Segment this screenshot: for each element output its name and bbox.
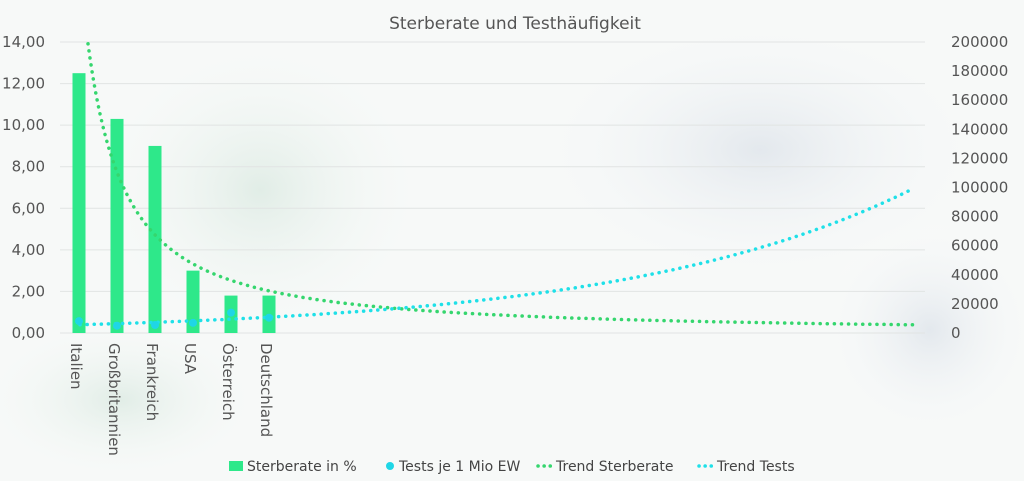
y-right-tick-label: 40000: [951, 266, 999, 284]
tests-point-frankreich: [151, 320, 159, 329]
legend-swatch: [386, 462, 394, 470]
scatter-points: [75, 308, 273, 330]
y-right-tick-label: 0: [951, 324, 961, 342]
y-right-tick-label: 180000: [951, 62, 1008, 80]
bar-italien: [72, 73, 86, 333]
legend-swatch: [229, 461, 243, 471]
trendlines: [78, 42, 920, 327]
y-right-tick-label: 60000: [951, 237, 999, 255]
category-label: Deutschland: [257, 343, 275, 437]
category-label: Österreich: [219, 343, 238, 421]
y-left-tick-label: 12,00: [2, 75, 45, 93]
legend-item: Trend Sterberate: [536, 459, 673, 475]
bar-frankreich: [148, 145, 162, 333]
bar-großbritannien: [110, 118, 124, 334]
bar-usa: [186, 270, 200, 333]
y-left-tick-label: 0,00: [12, 324, 45, 342]
category-label: Frankreich: [143, 343, 161, 421]
legend-label: Trend Sterberate: [555, 459, 673, 475]
legend-item: Tests je 1 Mio EW: [386, 459, 520, 475]
y-left-tick-label: 4,00: [12, 241, 45, 259]
y-right-tick-label: 200000: [951, 33, 1008, 51]
y-right-tick-label: 160000: [951, 91, 1008, 109]
y-left-tick-label: 14,00: [2, 33, 45, 51]
tests-point-usa: [189, 318, 197, 327]
chart-title: Sterberate und Testhäufigkeit: [389, 14, 641, 34]
tests-point-großbritannien: [113, 321, 121, 330]
grid: [60, 41, 925, 334]
y-right-tick-label: 100000: [951, 179, 1008, 197]
y-left-tick-label: 8,00: [12, 158, 45, 176]
category-label: Italien: [67, 343, 85, 390]
tests-point-österreich: [227, 308, 235, 317]
y-right-tick-label: 140000: [951, 120, 1008, 138]
y-left-tick-label: 10,00: [2, 116, 45, 134]
category-label: Großbritannien: [105, 343, 123, 456]
trend-sterberate-line: [86, 42, 920, 327]
tests-point-deutschland: [265, 313, 273, 322]
legend-label: Tests je 1 Mio EW: [398, 459, 520, 475]
y-left-tick-label: 6,00: [12, 199, 45, 217]
legend-label: Trend Tests: [716, 459, 795, 475]
legend-label: Sterberate in %: [247, 459, 357, 475]
y-right-tick-label: 80000: [951, 208, 999, 226]
y-left-tick-label: 2,00: [12, 282, 45, 300]
tests-point-italien: [75, 317, 83, 326]
category-label: USA: [181, 343, 199, 375]
y-right-tick-label: 120000: [951, 149, 1008, 167]
legend: Sterberate in % Tests je 1 Mio EW Trend St…: [229, 459, 795, 475]
legend-item: Sterberate in %: [229, 459, 357, 475]
trend-tests-line: [78, 186, 916, 327]
y-right-tick-label: 20000: [951, 295, 999, 313]
axes: 0,00 2,00 4,00 6,00 8,00 10,00 12,00 14,00 0 2000…: [2, 33, 1008, 456]
legend-item: Trend Tests: [697, 459, 795, 475]
